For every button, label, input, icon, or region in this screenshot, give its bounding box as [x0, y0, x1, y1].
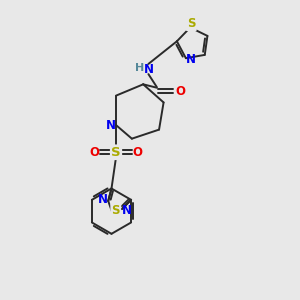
- Text: O: O: [89, 146, 100, 159]
- Text: S: S: [187, 17, 196, 30]
- Text: N: N: [98, 194, 108, 206]
- Text: N: N: [122, 204, 132, 217]
- Text: N: N: [143, 63, 153, 76]
- Text: S: S: [111, 146, 121, 159]
- Text: O: O: [133, 146, 142, 159]
- Text: O: O: [175, 85, 185, 98]
- Text: H: H: [135, 63, 144, 73]
- Text: S: S: [112, 204, 120, 217]
- Text: N: N: [106, 118, 116, 132]
- Text: N: N: [186, 53, 196, 66]
